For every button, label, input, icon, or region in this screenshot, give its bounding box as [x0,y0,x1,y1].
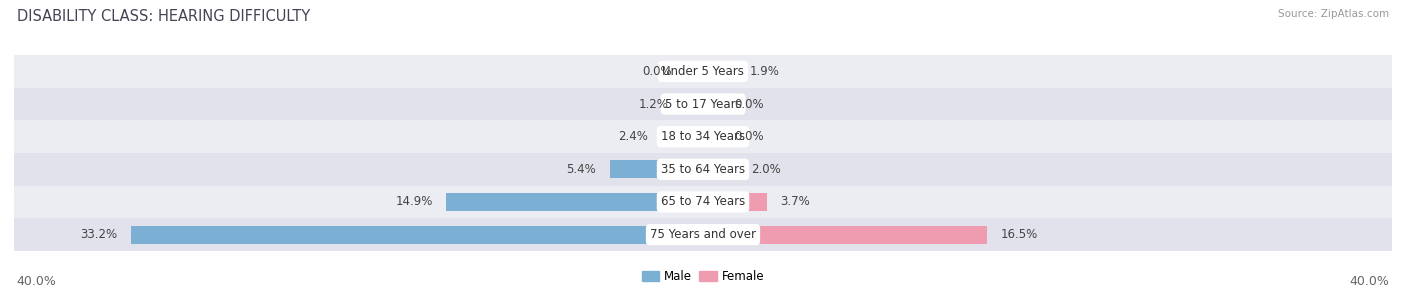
Bar [610,160,703,178]
Bar [703,160,738,178]
Legend: Male, Female: Male, Female [637,266,769,288]
Text: 2.0%: 2.0% [751,163,780,176]
Text: 0.0%: 0.0% [734,98,763,110]
Text: 5 to 17 Years: 5 to 17 Years [665,98,741,110]
Bar [703,62,735,80]
Text: 40.0%: 40.0% [17,275,56,288]
Bar [682,95,703,113]
Text: 33.2%: 33.2% [80,228,117,241]
Text: DISABILITY CLASS: HEARING DIFFICULTY: DISABILITY CLASS: HEARING DIFFICULTY [17,9,311,24]
Text: 40.0%: 40.0% [1350,275,1389,288]
Text: 65 to 74 Years: 65 to 74 Years [661,196,745,208]
Bar [131,226,703,244]
Bar [14,120,1392,153]
Text: 35 to 64 Years: 35 to 64 Years [661,163,745,176]
Text: 1.9%: 1.9% [749,65,779,78]
Bar [662,128,703,146]
Bar [14,55,1392,88]
Text: Source: ZipAtlas.com: Source: ZipAtlas.com [1278,9,1389,19]
Bar [14,88,1392,120]
Text: 14.9%: 14.9% [395,196,433,208]
Text: Under 5 Years: Under 5 Years [662,65,744,78]
Text: 3.7%: 3.7% [780,196,810,208]
Text: 75 Years and over: 75 Years and over [650,228,756,241]
Text: 0.0%: 0.0% [643,65,672,78]
Bar [14,218,1392,251]
Text: 1.2%: 1.2% [638,98,669,110]
Text: 0.0%: 0.0% [734,130,763,143]
Text: 18 to 34 Years: 18 to 34 Years [661,130,745,143]
Bar [14,153,1392,186]
Bar [446,193,703,211]
Bar [703,226,987,244]
Text: 5.4%: 5.4% [567,163,596,176]
Bar [14,186,1392,218]
Text: 16.5%: 16.5% [1001,228,1038,241]
Text: 2.4%: 2.4% [619,130,648,143]
Bar [703,193,766,211]
